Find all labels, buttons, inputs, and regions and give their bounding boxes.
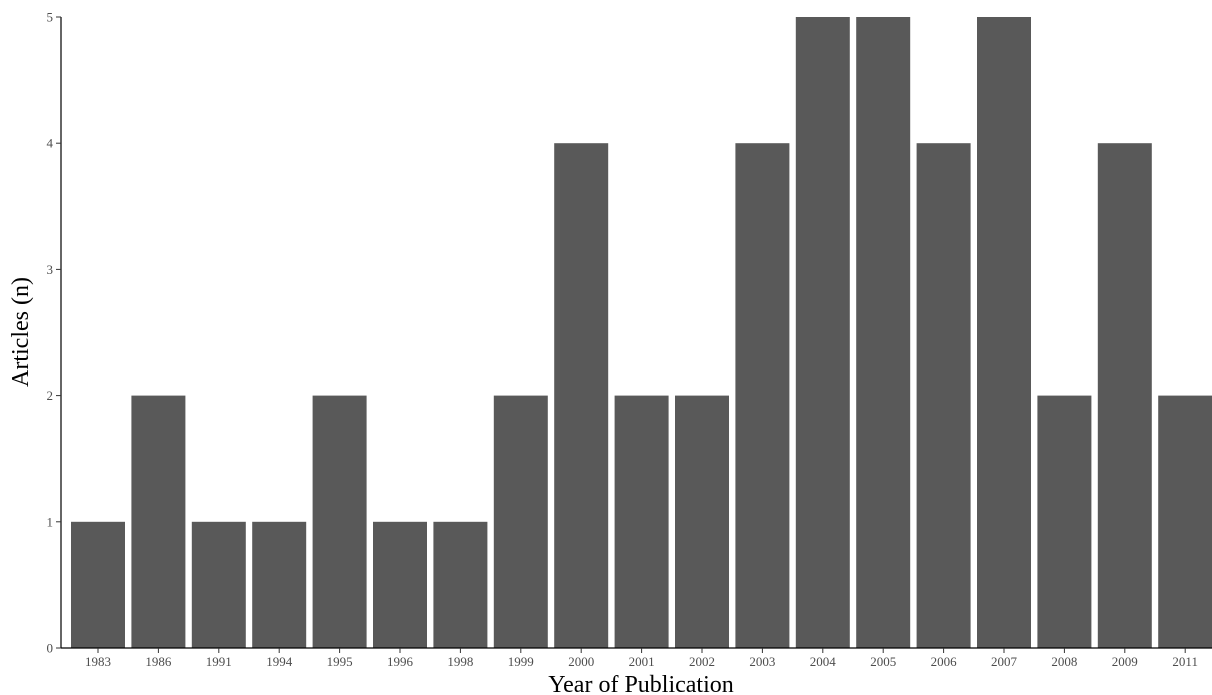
y-tick-label: 4 bbox=[47, 136, 54, 151]
y-tick-label: 5 bbox=[47, 10, 54, 25]
x-tick-label: 2011 bbox=[1172, 654, 1198, 669]
y-tick-label: 2 bbox=[47, 388, 54, 403]
bar-2005 bbox=[856, 17, 911, 648]
bar-2011 bbox=[1158, 395, 1212, 648]
x-tick-label: 2006 bbox=[931, 654, 958, 669]
x-tick-label: 2007 bbox=[991, 654, 1018, 669]
y-tick-label: 1 bbox=[47, 514, 54, 529]
x-tick-label: 1991 bbox=[206, 654, 232, 669]
y-axis-title: Articles (n) bbox=[8, 277, 34, 387]
x-tick-label: 2000 bbox=[568, 654, 594, 669]
bar-2001 bbox=[614, 395, 669, 648]
x-tick-label: 2009 bbox=[1112, 654, 1138, 669]
bar-2004 bbox=[795, 17, 850, 648]
x-axis-title: Year of Publication bbox=[548, 672, 734, 695]
x-tick-label: 1996 bbox=[387, 654, 414, 669]
bar-1991 bbox=[191, 521, 246, 648]
x-tick-label: 1998 bbox=[447, 654, 473, 669]
x-tick-label: 2004 bbox=[810, 654, 837, 669]
bar-2007 bbox=[977, 17, 1031, 648]
x-tick-label: 2001 bbox=[629, 654, 655, 669]
bar-1999 bbox=[493, 395, 548, 648]
bar-2003 bbox=[735, 143, 790, 648]
bar-1994 bbox=[252, 521, 307, 648]
y-tick-label: 3 bbox=[47, 262, 54, 277]
bar-2000 bbox=[554, 143, 609, 648]
bar-1983 bbox=[71, 521, 125, 648]
bar-2008 bbox=[1037, 395, 1092, 648]
y-tick-label: 0 bbox=[47, 641, 54, 656]
x-tick-label: 1994 bbox=[266, 654, 293, 669]
x-tick-label: 2003 bbox=[749, 654, 775, 669]
bar-2006 bbox=[916, 143, 971, 648]
bar-2002 bbox=[675, 395, 729, 648]
x-tick-label: 1999 bbox=[508, 654, 534, 669]
bar-1986 bbox=[131, 395, 186, 648]
bar-1995 bbox=[312, 395, 367, 648]
bar-1998 bbox=[433, 521, 488, 648]
x-tick-label: 1986 bbox=[145, 654, 172, 669]
bar-1996 bbox=[373, 521, 427, 648]
bar-2009 bbox=[1097, 143, 1152, 648]
y-ticks-group: 0 1 2 3 4 5 bbox=[47, 10, 61, 656]
x-tick-label: 1995 bbox=[327, 654, 353, 669]
x-tick-label: 2002 bbox=[689, 654, 715, 669]
bars-group bbox=[71, 17, 1212, 648]
x-tick-label: 1983 bbox=[85, 654, 111, 669]
x-ticks-group: 1983 1986 1991 1994 1995 1996 1998 1999 2000 2001… bbox=[85, 648, 1198, 669]
x-tick-label: 2008 bbox=[1051, 654, 1077, 669]
x-tick-label: 2005 bbox=[870, 654, 896, 669]
